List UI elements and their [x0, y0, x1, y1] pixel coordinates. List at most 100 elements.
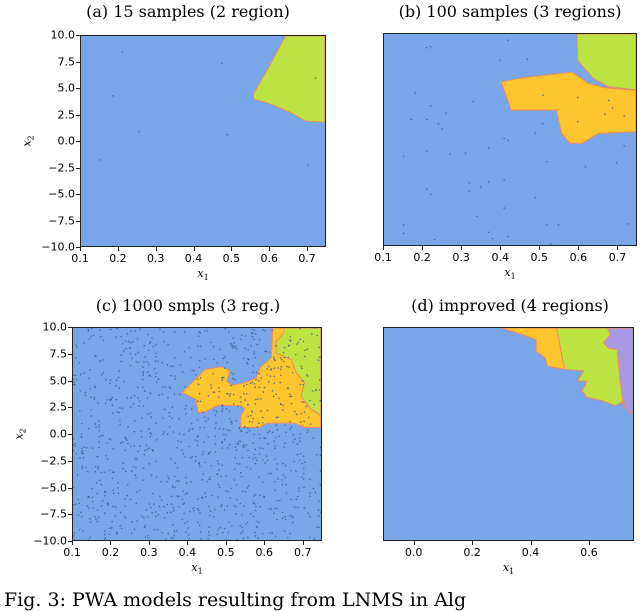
- sample-point: [126, 333, 128, 335]
- sample-point: [81, 452, 83, 455]
- sample-point: [185, 404, 187, 407]
- sample-point: [278, 397, 280, 400]
- sample-point: [306, 348, 309, 350]
- sample-point: [94, 470, 96, 473]
- sample-point: [85, 446, 88, 449]
- sample-point: [176, 495, 179, 497]
- sample-point: [231, 420, 233, 423]
- sample-point: [289, 532, 291, 535]
- sample-point: [152, 492, 154, 495]
- sample-point: [224, 356, 226, 358]
- sample-point: [262, 459, 264, 461]
- sample-point: [82, 457, 85, 459]
- sample-point: [145, 508, 148, 511]
- sample-point: [109, 379, 112, 381]
- sample-point: [195, 374, 197, 376]
- y-tick-mark: [76, 35, 80, 36]
- sample-point: [186, 520, 189, 523]
- sample-point: [429, 45, 432, 48]
- sample-point: [101, 499, 104, 502]
- sample-point: [199, 345, 202, 348]
- sample-point: [257, 398, 259, 400]
- sample-point: [303, 401, 305, 403]
- y-tick-label: 10.0: [50, 28, 76, 42]
- panel-a-title: (a) 15 samples (2 region): [86, 2, 290, 21]
- sample-point: [267, 431, 269, 434]
- sample-point: [230, 371, 233, 374]
- sample-point: [102, 358, 104, 361]
- sample-point: [183, 502, 186, 504]
- sample-point: [177, 440, 179, 442]
- sample-point: [84, 466, 87, 469]
- sample-point: [282, 360, 285, 363]
- sample-point: [299, 433, 302, 435]
- sample-point: [75, 378, 78, 381]
- x-tick-label: 0.6: [255, 546, 274, 559]
- x-tick-mark: [307, 247, 309, 251]
- sample-point: [102, 371, 105, 374]
- sample-point: [111, 477, 114, 480]
- sample-point: [155, 352, 157, 355]
- sample-point: [218, 396, 220, 399]
- sample-point: [240, 430, 243, 433]
- sample-point: [190, 457, 192, 459]
- sample-point: [248, 420, 251, 423]
- sample-point: [117, 487, 119, 489]
- sample-point: [130, 532, 133, 534]
- y-tick-mark: [76, 194, 80, 195]
- sample-point: [109, 469, 111, 471]
- sample-point: [144, 536, 147, 538]
- sample-point: [234, 345, 237, 348]
- sample-point: [150, 416, 152, 418]
- sample-point: [244, 399, 246, 401]
- sample-point: [283, 446, 285, 448]
- sample-point: [170, 503, 173, 506]
- sample-point: [166, 503, 169, 506]
- sample-point: [106, 398, 108, 401]
- sample-point: [410, 118, 413, 121]
- sample-point: [177, 479, 179, 482]
- sample-point: [194, 439, 196, 441]
- sample-point: [317, 509, 320, 512]
- sample-point: [266, 442, 269, 445]
- sample-point: [276, 518, 278, 521]
- sample-point: [179, 364, 182, 366]
- sample-point: [557, 224, 560, 226]
- sample-point: [80, 435, 83, 438]
- sample-point: [73, 383, 75, 386]
- sample-point: [222, 376, 225, 379]
- sample-point: [214, 443, 217, 445]
- sample-point: [604, 113, 606, 115]
- sample-point: [94, 515, 96, 518]
- sample-point: [79, 373, 82, 376]
- sample-point: [208, 505, 210, 508]
- sample-point: [142, 405, 145, 407]
- sample-point: [140, 430, 143, 433]
- sample-point: [164, 386, 167, 388]
- sample-point: [99, 159, 101, 161]
- sample-point: [507, 39, 509, 42]
- sample-point: [172, 506, 174, 509]
- sample-point: [197, 521, 199, 524]
- sample-point: [207, 436, 210, 438]
- sample-point: [180, 441, 182, 443]
- x-tick-mark: [264, 541, 266, 545]
- sample-point: [277, 367, 279, 369]
- x-tick-label: 0.7: [608, 251, 627, 264]
- sample-point: [190, 408, 193, 410]
- sample-point: [316, 334, 319, 337]
- sample-point: [284, 464, 287, 467]
- sample-point: [217, 528, 219, 530]
- sample-point: [288, 366, 290, 368]
- sample-point: [245, 383, 248, 386]
- sample-point: [507, 139, 509, 142]
- sample-point: [176, 466, 179, 469]
- y-tick-label: −7.5: [48, 214, 75, 227]
- sample-point: [75, 344, 77, 346]
- sample-point: [164, 538, 167, 540]
- sample-point: [227, 531, 229, 534]
- sample-point: [236, 462, 238, 465]
- sample-point: [306, 375, 309, 377]
- sample-point: [210, 384, 212, 386]
- sample-point: [130, 397, 132, 399]
